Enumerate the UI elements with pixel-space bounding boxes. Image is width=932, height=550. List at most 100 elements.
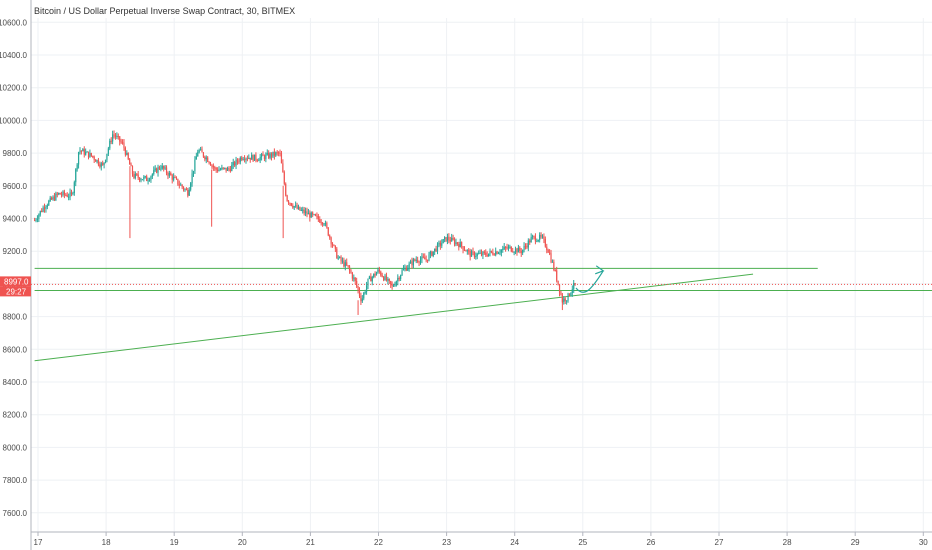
candle-down xyxy=(212,165,214,168)
candle-up xyxy=(192,170,195,174)
candle-up xyxy=(527,240,529,248)
x-tick-label: 20 xyxy=(238,538,247,547)
candle-up xyxy=(205,157,207,160)
candle-up xyxy=(563,298,565,302)
candle-up xyxy=(260,154,263,157)
candle-down xyxy=(70,192,73,194)
candle-up xyxy=(310,212,312,218)
candle-down xyxy=(65,194,67,196)
candle-down xyxy=(533,236,535,238)
candle-up xyxy=(429,251,432,255)
candle-up xyxy=(497,252,500,254)
candle-down xyxy=(185,189,188,191)
candle-up xyxy=(219,169,222,171)
candle-up xyxy=(387,278,389,281)
candle-down xyxy=(574,283,576,285)
candle-down xyxy=(296,205,298,209)
candle-up xyxy=(402,268,405,271)
candle-down xyxy=(385,275,388,281)
candle-down xyxy=(119,136,121,142)
projection-arrow[interactable] xyxy=(575,270,604,293)
candle-up xyxy=(377,269,379,273)
candle-up xyxy=(300,209,302,211)
candle-down xyxy=(95,159,97,162)
x-tick-label: 22 xyxy=(374,538,383,547)
candle-up xyxy=(168,173,170,176)
candle-down xyxy=(299,206,301,211)
candle-down xyxy=(452,237,454,240)
candle-down xyxy=(431,251,433,256)
candle-down xyxy=(236,159,239,162)
candle-up xyxy=(304,211,307,214)
candle-up xyxy=(397,277,399,282)
candle-down xyxy=(550,253,552,262)
candle-up xyxy=(226,167,229,171)
y-tick-label: 7600.0 xyxy=(3,509,28,518)
candle-down xyxy=(123,142,125,148)
candle-up xyxy=(307,212,310,215)
candle-down xyxy=(388,278,390,282)
candle-up xyxy=(275,152,277,156)
candle-up xyxy=(459,242,461,248)
candle-down xyxy=(215,167,217,170)
y-tick-label: 8200.0 xyxy=(3,411,28,420)
candle-up xyxy=(375,272,378,276)
candle-up xyxy=(530,237,532,243)
candle-up xyxy=(154,168,156,171)
candle-down xyxy=(405,267,407,271)
candle-down xyxy=(360,295,362,302)
y-tick-label: 10200.0 xyxy=(0,84,28,93)
candle-down xyxy=(51,197,53,200)
candle-up xyxy=(48,200,50,206)
ascending-trendline[interactable] xyxy=(34,273,754,362)
candle-up xyxy=(482,251,484,256)
candle-up xyxy=(365,285,368,292)
projection-arrowhead[interactable] xyxy=(595,265,605,275)
candle-down xyxy=(121,142,124,144)
candle-up xyxy=(180,184,182,186)
chart-title: Bitcoin / US Dollar Perpetual Inverse Sw… xyxy=(34,6,296,16)
candle-up xyxy=(566,300,568,302)
candle-up xyxy=(245,158,247,160)
candle-up xyxy=(140,179,142,181)
candle-up xyxy=(161,165,163,169)
candle-down xyxy=(137,174,139,178)
candle-down xyxy=(426,259,429,261)
candle-down xyxy=(165,167,168,173)
candle-down xyxy=(350,270,352,274)
candle-up xyxy=(573,283,575,290)
candle-down xyxy=(357,286,359,291)
candle-up xyxy=(444,237,446,240)
candle-up xyxy=(407,267,409,271)
candle-up xyxy=(116,136,118,138)
candle-down xyxy=(130,164,132,167)
candle-down xyxy=(280,153,283,164)
candle-down xyxy=(208,161,210,164)
candle-up xyxy=(272,151,274,157)
y-tick-label: 10000.0 xyxy=(0,116,28,125)
candle-down xyxy=(87,151,90,158)
candle-up xyxy=(489,250,491,254)
candle-down xyxy=(282,163,284,173)
candle-down xyxy=(59,193,61,195)
candle-up xyxy=(69,192,71,197)
candle-up xyxy=(153,170,155,175)
candle-up xyxy=(363,292,365,299)
candle-up xyxy=(221,167,223,170)
candle-up xyxy=(242,159,244,161)
candle-down xyxy=(41,210,43,212)
candle-up xyxy=(364,291,366,293)
candle-down xyxy=(483,251,485,253)
candle-down xyxy=(445,237,447,242)
candle-up xyxy=(341,260,344,262)
candle-down xyxy=(557,280,559,285)
candle-down xyxy=(246,158,249,160)
y-tick-label: 9800.0 xyxy=(3,149,28,158)
candle-down xyxy=(241,157,243,160)
candle-down xyxy=(465,250,467,252)
candle-down xyxy=(472,251,474,253)
candle-up xyxy=(295,205,297,207)
candle-up xyxy=(72,192,74,194)
candle-up xyxy=(514,248,517,252)
